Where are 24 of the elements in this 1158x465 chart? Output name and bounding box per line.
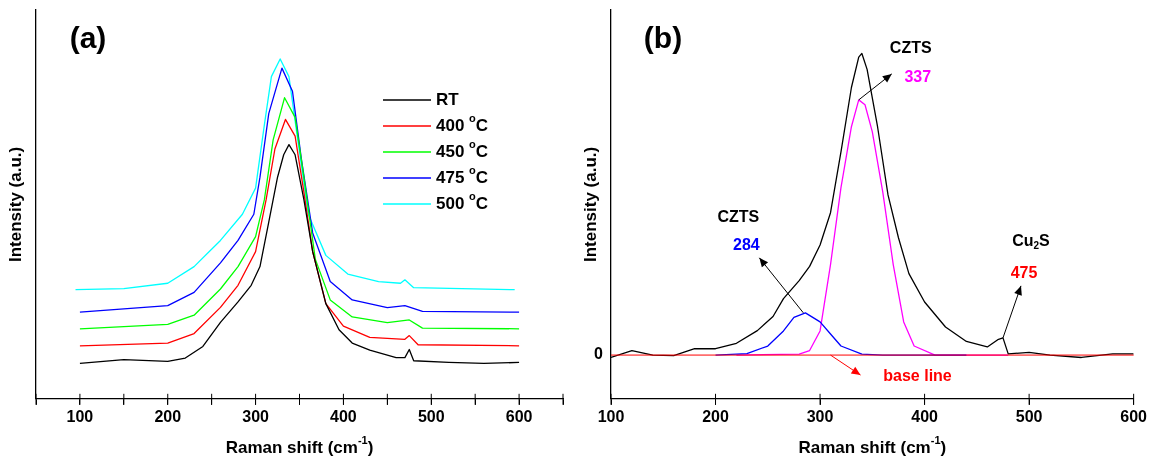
legend-label: base line [883,367,952,385]
annotation: 337 [904,68,932,86]
x-tick-label: 500 [1015,407,1043,425]
x-tick-label: 400 [330,407,357,425]
x-tick-label: 300 [806,407,834,425]
x-tick-label: 100 [597,407,625,425]
annotation: 475 [1010,264,1038,282]
x-tick-label: 300 [242,407,270,425]
y-axis-title: Intensity (a.u.) [580,146,600,263]
x-tick-label: 500 [417,407,445,425]
annotation: CZTS [889,39,932,57]
chart-title: (b) [643,21,683,55]
x-tick-label: 100 [66,407,94,425]
x-tick-label: 600 [505,407,533,425]
annotation: 0 [594,345,604,363]
x-tick-label: 200 [702,407,729,425]
chart-title: (a) [69,21,107,55]
x-tick-label: 400 [911,407,939,425]
legend-label: RT [436,89,460,109]
annotation: CZTS [717,208,760,226]
x-tick-label: 200 [154,407,182,425]
annotation: 284 [732,236,760,254]
x-tick-label: 600 [1120,407,1148,425]
y-axis-title: Intensity (a.u.) [5,146,25,263]
